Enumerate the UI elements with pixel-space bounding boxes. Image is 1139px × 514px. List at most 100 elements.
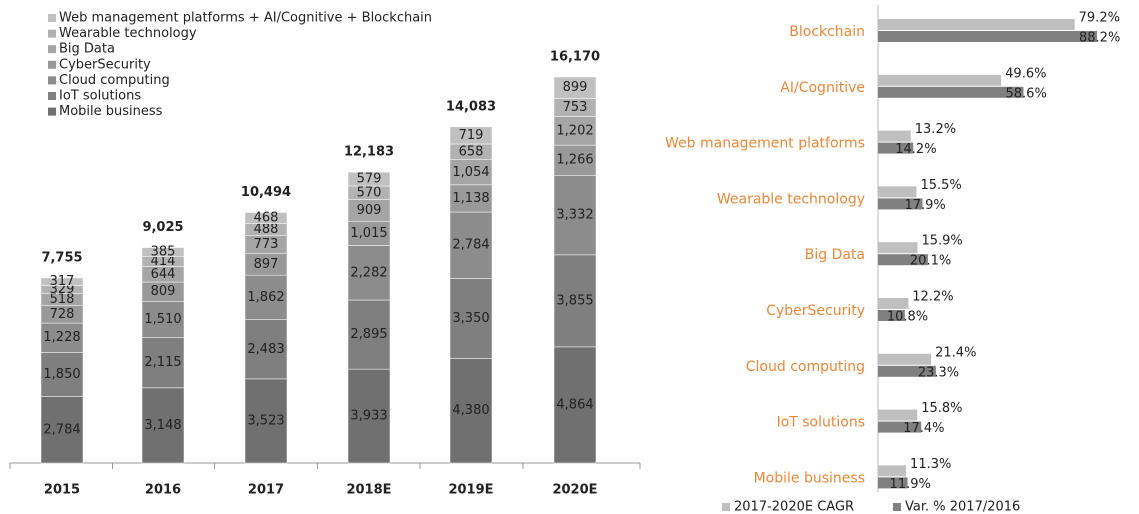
value-label: 658: [459, 144, 484, 159]
category-label: AI/Cognitive: [780, 80, 865, 96]
value-label: 49.6%: [1005, 66, 1046, 81]
bar: [878, 186, 917, 198]
value-label: 1,850: [43, 367, 80, 382]
value-label: 11.9%: [890, 477, 931, 492]
bar: [878, 310, 905, 321]
bar-segment: [347, 221, 391, 246]
total-label: 9,025: [142, 220, 183, 235]
legend-label: Wearable technology: [59, 26, 197, 41]
bar-segment: [244, 378, 288, 464]
bar-segment: [449, 159, 493, 186]
bar-segment: [449, 358, 493, 464]
value-label: 1,202: [556, 123, 593, 138]
legend-label: CyberSecurity: [59, 57, 151, 72]
bar-segment: [141, 301, 185, 338]
bar: [878, 142, 914, 154]
value-label: 1,510: [144, 312, 181, 327]
value-label: 17.9%: [904, 198, 945, 213]
legend-label: Mobile business: [59, 104, 163, 119]
legend-swatch: [48, 76, 56, 85]
value-label: 4,380: [452, 403, 489, 418]
bar: [878, 477, 908, 489]
value-label: 14.2%: [895, 142, 936, 157]
value-label: 385: [151, 245, 176, 260]
bar-segment: [244, 212, 288, 224]
value-label: 1,228: [43, 330, 80, 345]
bar: [878, 353, 932, 365]
value-label: 579: [357, 172, 382, 187]
value-label: 15.5%: [920, 178, 961, 193]
legend-label: Cloud computing: [59, 73, 170, 88]
x-tick-label: 2015: [44, 483, 80, 498]
value-label: 728: [50, 307, 75, 322]
x-tick-label: 2020E: [552, 483, 597, 498]
bar-segment: [449, 126, 493, 145]
x-tick-label: 2017: [248, 483, 284, 498]
total-label: 16,170: [550, 49, 600, 64]
value-label: 909: [357, 203, 382, 218]
value-label: 3,523: [247, 413, 284, 428]
bar: [878, 242, 918, 254]
bar-segment: [40, 396, 84, 464]
value-label: 719: [459, 128, 484, 143]
bar-segment: [141, 337, 185, 389]
legend-label: IoT solutions: [59, 89, 141, 104]
value-label: 1,138: [452, 191, 489, 206]
value-label: 809: [151, 284, 176, 299]
bar: [878, 31, 1097, 42]
legend-swatch: [48, 107, 56, 116]
value-label: 644: [151, 267, 176, 282]
bar-segment: [347, 299, 391, 370]
value-label: 518: [50, 292, 75, 307]
value-label: 1,015: [350, 226, 387, 241]
bar-segment: [244, 274, 288, 320]
bar-segment: [40, 277, 84, 286]
x-tick-label: 2019E: [448, 483, 493, 498]
legend-label: Big Data: [59, 42, 115, 57]
value-label: 21.4%: [935, 345, 976, 360]
category-label: Wearable technology: [717, 191, 865, 207]
value-label: 10.8%: [887, 310, 928, 325]
value-label: 15.9%: [921, 234, 962, 249]
value-label: 2,483: [247, 342, 284, 357]
bar-segment: [347, 171, 391, 187]
bar: [878, 365, 936, 377]
bar: [878, 409, 918, 421]
total-label: 14,083: [446, 99, 496, 114]
value-label: 1,266: [556, 153, 593, 168]
bar: [878, 74, 1002, 86]
value-label: 2,895: [350, 327, 387, 342]
value-label: 2,115: [144, 355, 181, 370]
value-label: 20.1%: [910, 254, 951, 269]
bar-segment: [449, 184, 493, 213]
x-tick-label: 2016: [145, 483, 181, 498]
total-label: 12,183: [344, 145, 394, 160]
bar-segment: [449, 278, 493, 359]
bar: [878, 421, 922, 433]
bar-segment: [141, 387, 185, 464]
value-label: 88.2%: [1079, 31, 1120, 46]
value-label: 753: [563, 100, 588, 115]
bar: [878, 19, 1075, 30]
value-label: 12.2%: [912, 290, 953, 305]
total-label: 10,494: [241, 185, 291, 200]
bar-segment: [347, 245, 391, 301]
legend-swatch: [48, 45, 56, 54]
legend-swatch: [48, 92, 56, 100]
value-label: 4,864: [556, 397, 593, 412]
value-label: 488: [254, 222, 279, 237]
value-label: 11.3%: [910, 457, 951, 472]
bar-segment: [553, 346, 597, 464]
bar-segment: [553, 175, 597, 256]
value-label: 3,855: [556, 293, 593, 308]
category-label: Web management platforms: [665, 136, 865, 152]
category-label: CyberSecurity: [766, 303, 865, 319]
category-label: Cloud computing: [746, 359, 865, 375]
value-label: 15.8%: [921, 401, 962, 416]
legend-label: 2017-2020E CAGR: [734, 500, 854, 514]
value-label: 2,784: [452, 238, 489, 253]
bar-segment: [244, 319, 288, 380]
legend-swatch: [48, 14, 56, 22]
value-label: 1,054: [452, 165, 489, 180]
